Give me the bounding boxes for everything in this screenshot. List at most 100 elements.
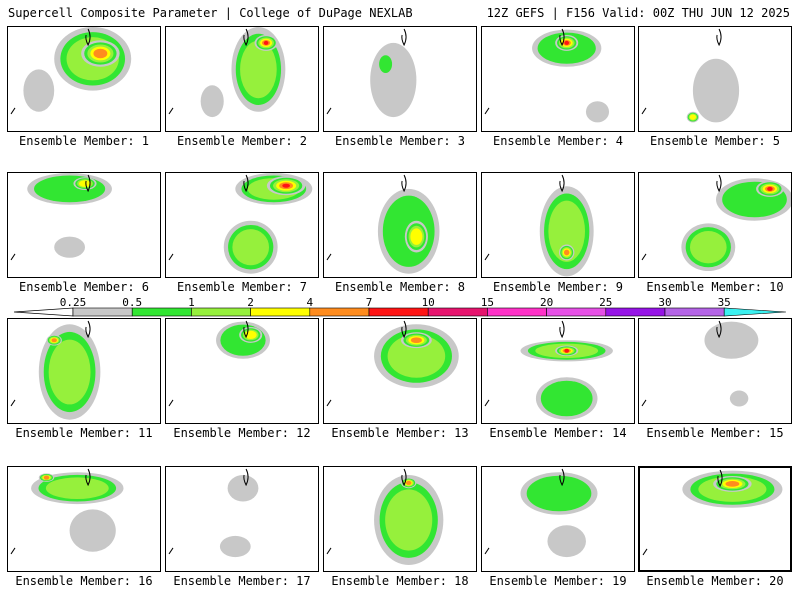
scp-contour-7 (43, 475, 50, 480)
ensemble-member-16-map[interactable] (7, 466, 161, 572)
coastline-outline (168, 253, 174, 261)
scp-contour-1 (69, 509, 116, 552)
colorbar-tick-label: 0.5 (122, 296, 142, 309)
scp-field (484, 28, 610, 123)
scp-contour-3 (385, 489, 433, 551)
ensemble-member-label: Ensemble Member: 16 (15, 574, 153, 588)
colorbar-tick-label: 7 (366, 296, 373, 309)
colorbar-under-arrow (13, 307, 74, 317)
ensemble-member-7-map[interactable] (165, 172, 319, 278)
colorbar-segment (72, 307, 133, 317)
colorbar-segment (427, 307, 488, 317)
ensemble-member-13-map[interactable] (323, 318, 477, 424)
ensemble-member-label: Ensemble Member: 8 (334, 280, 466, 294)
scp-contour-2 (379, 55, 393, 74)
coastline-outline (326, 107, 332, 115)
scp-contour-3 (387, 334, 446, 378)
ensemble-member-14-map[interactable] (481, 318, 635, 424)
ensemble-member-15-map[interactable] (638, 318, 792, 424)
ensemble-member-3-map[interactable] (323, 26, 477, 132)
ensemble-member-1-map[interactable] (7, 26, 161, 132)
scp-contour-3 (45, 477, 109, 500)
colorbar-tick-label: 25 (599, 296, 612, 309)
coastline-outline (642, 548, 648, 556)
colorbar-segment (546, 307, 607, 317)
scp-field (168, 173, 313, 274)
ensemble-member-label: Ensemble Member: 10 (646, 280, 784, 294)
scp-contour-7 (93, 48, 108, 59)
scp-contour-2 (526, 475, 592, 512)
scp-field (642, 469, 783, 556)
ensemble-member-6-map[interactable] (7, 172, 161, 278)
scp-contour-7 (563, 249, 570, 256)
colorbar-segment (487, 307, 547, 317)
scp-contour-2 (34, 175, 106, 203)
ensemble-member-17-map[interactable] (165, 466, 319, 572)
lake-michigan-outline (85, 174, 91, 193)
coastline-outline (641, 399, 647, 407)
lake-michigan-outline (559, 320, 565, 339)
scp-contour-7 (725, 481, 740, 487)
ensemble-member-19-map[interactable] (481, 466, 635, 572)
ensemble-member-label: Ensemble Member: 12 (173, 426, 311, 440)
lake-michigan-outline (559, 174, 565, 193)
lake-michigan-outline (559, 28, 565, 47)
scp-field (326, 468, 444, 566)
coastline-outline (10, 253, 16, 261)
colorbar-segment (605, 307, 666, 317)
scp-field (484, 174, 594, 277)
colorbar-tick-label: 30 (658, 296, 671, 309)
scp-contour-1 (370, 42, 417, 118)
ensemble-member-label: Ensemble Member: 7 (176, 280, 308, 294)
scp-contour-4 (410, 228, 423, 245)
scp-contour-2 (540, 380, 593, 417)
colorbar-tick-label: 4 (306, 296, 313, 309)
ensemble-member-label: Ensemble Member: 14 (489, 426, 627, 440)
ensemble-member-9-map[interactable] (481, 172, 635, 278)
scp-contour-1 (585, 101, 610, 123)
colorbar-segment (368, 307, 429, 317)
colorbar-tick-label: 0.25 (60, 296, 87, 309)
lake-michigan-outline (716, 174, 722, 193)
ensemble-member-10-map[interactable] (638, 172, 792, 278)
ensemble-member-12-map[interactable] (165, 318, 319, 424)
ensemble-member-18-map[interactable] (323, 466, 477, 572)
lake-michigan-outline (243, 468, 249, 487)
lake-michigan-outline (716, 320, 722, 339)
scp-contour-3 (240, 40, 277, 99)
scp-contour-10 (564, 40, 570, 45)
scp-contour-3 (48, 339, 91, 405)
colorbar-tick-label: 20 (540, 296, 553, 309)
lake-michigan-outline (243, 174, 249, 193)
ensemble-member-label: Ensemble Member: 17 (173, 574, 311, 588)
ensemble-member-20-map[interactable] (638, 466, 792, 572)
scp-field (641, 174, 791, 272)
scp-contour-1 (219, 535, 251, 558)
scp-contour-1 (54, 236, 85, 258)
scp-contour-4 (78, 180, 92, 187)
ensemble-member-label: Ensemble Member: 9 (492, 280, 624, 294)
scp-field (168, 320, 270, 407)
scp-field (10, 320, 101, 420)
ensemble-member-4-map[interactable] (481, 26, 635, 132)
coastline-outline (484, 107, 490, 115)
colorbar-segment (309, 307, 370, 317)
scp-field (168, 27, 286, 118)
scp-field (10, 27, 132, 115)
lake-michigan-outline (85, 468, 91, 487)
scp-field (10, 173, 112, 261)
ensemble-member-2-map[interactable] (165, 26, 319, 132)
coastline-outline (326, 399, 332, 407)
colorbar-tick-label: 10 (422, 296, 435, 309)
color-scale-legend: 0.25 0.5 1 2 4 7 10 15 20 25 30 35 (13, 296, 787, 317)
ensemble-member-11-map[interactable] (7, 318, 161, 424)
model-run-info: 12Z GEFS | F156 Valid: 00Z THU JUN 12 20… (486, 6, 790, 20)
ensemble-member-label: Ensemble Member: 3 (334, 134, 466, 148)
scp-field (484, 320, 613, 420)
scp-contour-10 (282, 183, 290, 188)
lake-michigan-outline (85, 320, 91, 339)
ensemble-member-label: Ensemble Member: 4 (492, 134, 624, 148)
ensemble-member-5-map[interactable] (638, 26, 792, 132)
ensemble-member-8-map[interactable] (323, 172, 477, 278)
coastline-outline (484, 399, 490, 407)
